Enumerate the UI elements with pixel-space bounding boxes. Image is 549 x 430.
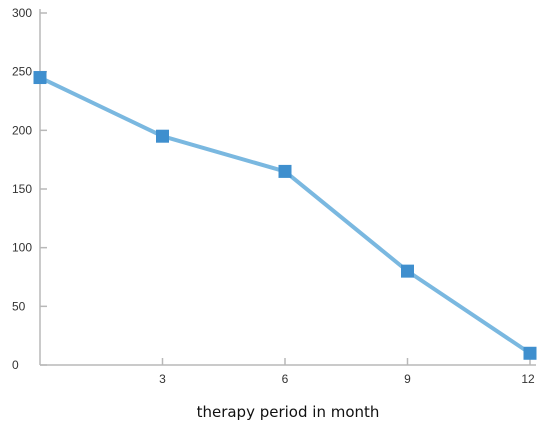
series-group [33, 71, 537, 360]
axes [39, 9, 536, 366]
data-point-marker [278, 164, 292, 178]
y-tick-labels: 0 50 100 150 200 250 300 [12, 6, 32, 372]
x-axis-title: therapy period in month [197, 403, 380, 421]
x-tick-label: 6 [282, 372, 289, 386]
data-point-marker [401, 264, 414, 278]
x-tick-label: 9 [404, 372, 411, 386]
y-tick-label: 50 [12, 299, 26, 313]
x-tick-label: 3 [159, 372, 166, 386]
y-tick-label: 100 [12, 241, 32, 255]
y-tick-label: 200 [12, 123, 32, 137]
data-point-marker [523, 346, 537, 360]
y-tick-label: 250 [12, 65, 32, 79]
y-tick-label: 300 [12, 6, 32, 20]
data-point-marker [33, 71, 47, 85]
data-point-marker [156, 129, 169, 143]
series-line [38, 75, 532, 356]
axis-ticks [40, 12, 531, 366]
y-tick-label: 150 [12, 182, 32, 196]
x-tick-label: 12 [521, 372, 535, 386]
y-tick-label: 0 [12, 358, 19, 372]
x-tick-labels: 3 6 9 12 [159, 372, 535, 386]
